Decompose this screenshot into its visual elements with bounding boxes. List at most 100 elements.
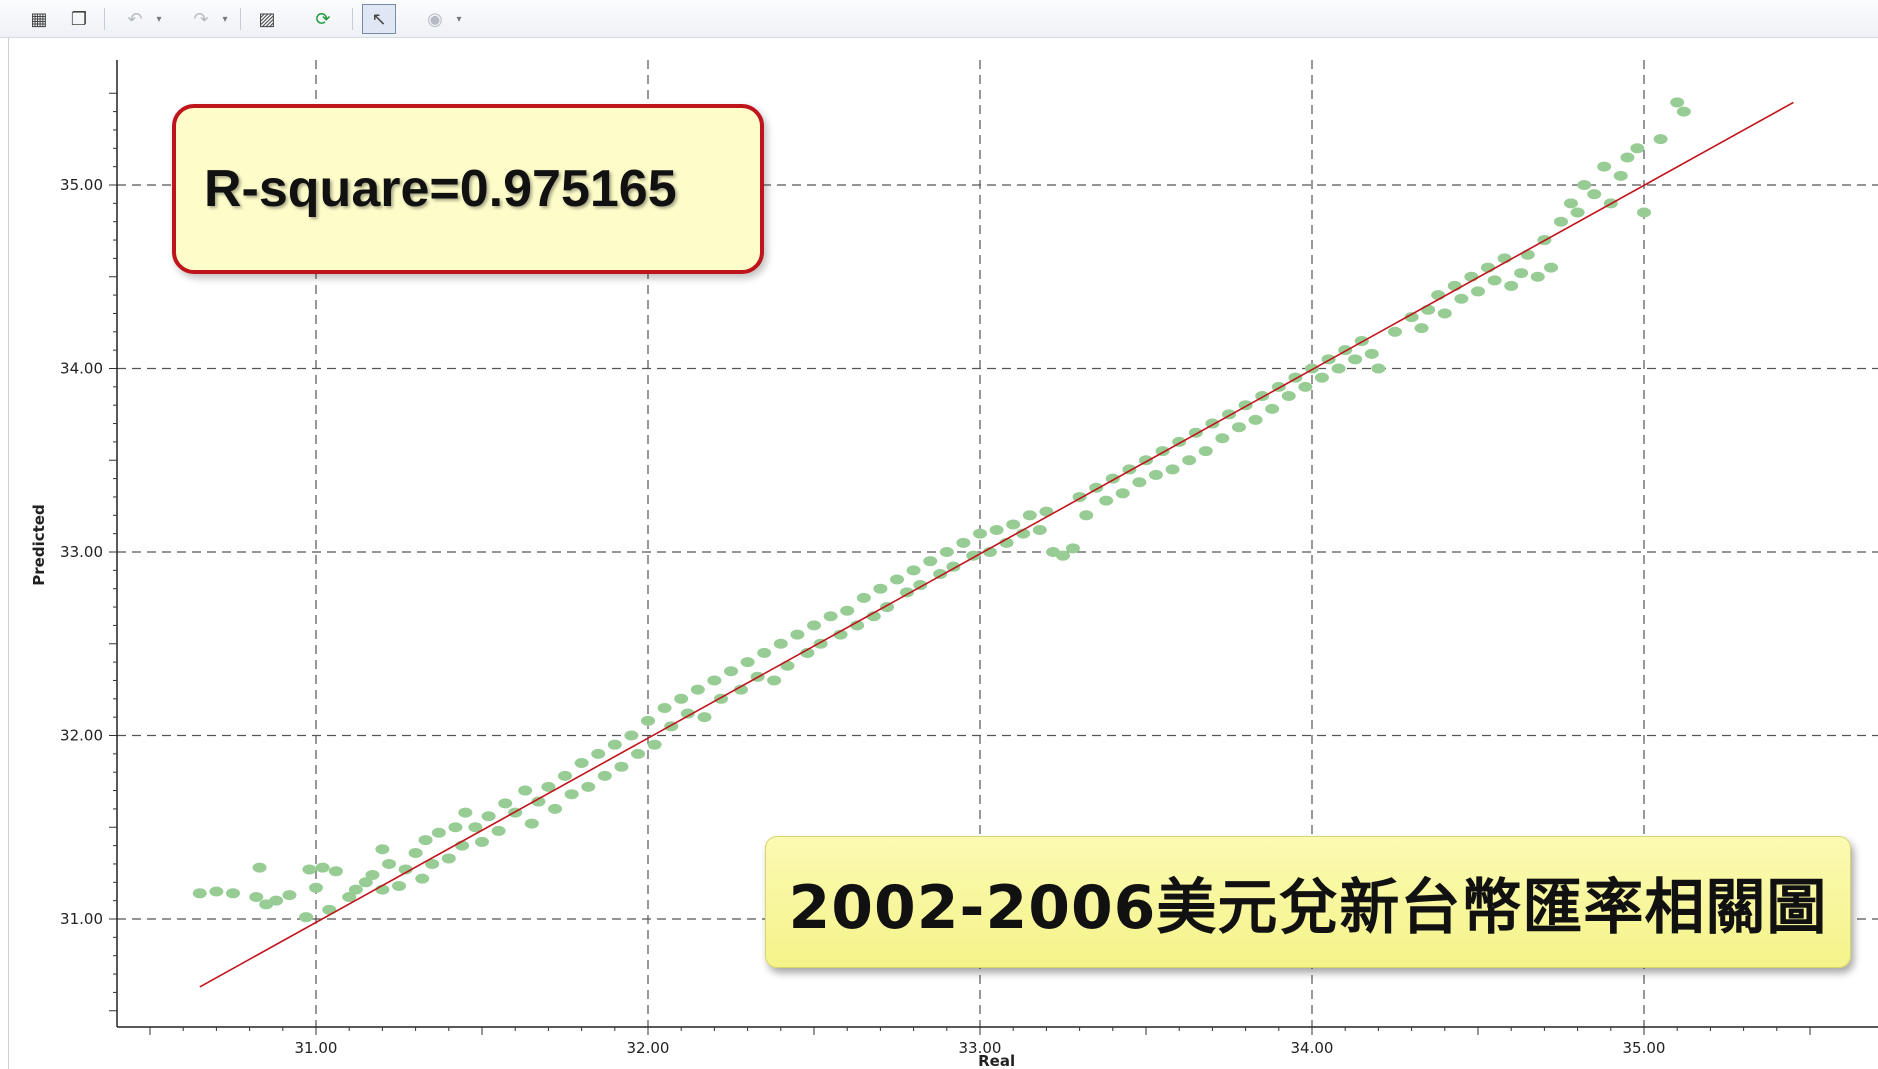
data-point <box>1597 161 1612 172</box>
undo-icon[interactable]: ↶ <box>127 8 143 30</box>
data-point <box>939 547 954 557</box>
data-point <box>1281 391 1296 402</box>
data-point <box>491 825 506 836</box>
data-point <box>647 739 662 750</box>
data-point <box>1676 106 1691 117</box>
data-point <box>923 556 938 567</box>
data-point <box>498 798 513 809</box>
data-point <box>448 822 463 833</box>
data-point <box>431 827 446 838</box>
redo-icon[interactable]: ↷ <box>193 8 209 30</box>
data-point <box>481 811 496 822</box>
data-point <box>1022 510 1037 521</box>
data-point <box>790 629 805 640</box>
data-point <box>1231 422 1246 433</box>
data-point <box>591 748 606 759</box>
data-point <box>1331 363 1346 374</box>
data-point <box>1198 446 1213 457</box>
data-point <box>1471 286 1485 297</box>
data-point <box>524 818 539 829</box>
data-point <box>1039 506 1054 517</box>
data-point <box>767 675 782 686</box>
dropdown-arrow-icon[interactable]: ▾ <box>156 13 162 25</box>
data-point <box>1115 488 1130 499</box>
target-icon[interactable]: ◉ <box>427 8 443 30</box>
data-point <box>358 877 373 888</box>
data-point <box>956 537 971 548</box>
data-point <box>398 864 413 875</box>
data-point <box>933 569 948 580</box>
data-point <box>252 862 267 873</box>
data-point <box>425 858 440 869</box>
data-point <box>1504 280 1519 291</box>
fit-line <box>199 101 1794 988</box>
y-tick-label: 31.00 <box>60 910 103 928</box>
data-point <box>1570 207 1585 218</box>
data-point <box>880 602 895 613</box>
data-point <box>913 580 928 591</box>
data-point <box>1089 482 1104 493</box>
data-point <box>392 880 406 891</box>
data-point <box>946 561 961 572</box>
data-point <box>1487 275 1502 286</box>
data-point <box>1006 519 1021 530</box>
x-tick-label: 34.00 <box>1291 1039 1334 1057</box>
data-point <box>740 657 755 668</box>
data-point <box>1165 464 1180 475</box>
data-point <box>597 770 612 781</box>
data-point <box>1388 326 1402 337</box>
dropdown-arrow-icon[interactable]: ▾ <box>456 13 462 25</box>
data-point <box>607 739 622 750</box>
data-point <box>1099 495 1114 506</box>
data-point <box>1670 97 1685 108</box>
dropdown-arrow-icon[interactable]: ▾ <box>222 13 228 25</box>
data-point <box>375 844 390 855</box>
data-point <box>309 882 323 893</box>
data-point <box>209 886 224 897</box>
data-point <box>382 858 397 869</box>
y-tick-label: 35.00 <box>60 176 103 194</box>
data-point <box>518 785 533 796</box>
data-point <box>1032 524 1047 535</box>
data-point <box>1454 293 1469 304</box>
data-point <box>1514 268 1529 279</box>
data-point <box>866 611 881 622</box>
data-point <box>475 836 489 847</box>
data-point <box>1348 354 1363 365</box>
toolbar-separator <box>104 8 105 30</box>
data-point <box>631 748 646 759</box>
data-point <box>365 869 380 880</box>
x-tick-label: 32.00 <box>627 1039 670 1057</box>
toolbar: ▦ ❐ ↶ ▾ ↷ ▾ ▨ ⟳ ↖ ◉ ▾ <box>0 0 1878 38</box>
data-point <box>873 583 888 594</box>
data-point <box>581 781 596 792</box>
refresh-icon[interactable]: ⟳ <box>315 8 331 30</box>
data-point <box>1371 363 1386 374</box>
export-icon[interactable]: ▦ <box>30 8 48 30</box>
copy-icon[interactable]: ❐ <box>70 8 88 30</box>
data-point <box>1139 455 1153 466</box>
data-point <box>657 702 672 713</box>
chart-title: 2002-2006美元兌新台幣匯率相關圖 <box>788 872 1828 943</box>
data-point <box>418 835 433 846</box>
data-point <box>302 864 317 875</box>
r-square-callout: R-square=0.975165 <box>172 104 764 274</box>
pointer-icon[interactable]: ↖ <box>362 4 396 34</box>
data-point <box>1447 280 1462 291</box>
data-point <box>641 715 655 726</box>
data-point <box>1587 189 1602 200</box>
data-point <box>1577 180 1592 190</box>
chart-settings-icon[interactable]: ▨ <box>258 8 276 30</box>
data-point <box>674 693 689 704</box>
x-tick-label: 33.00 <box>959 1039 1002 1057</box>
plot-frame <box>8 38 1878 1069</box>
data-point <box>548 803 563 814</box>
data-point <box>1072 491 1087 502</box>
data-point <box>299 912 314 923</box>
data-point <box>614 761 629 772</box>
data-point <box>574 758 589 769</box>
data-point <box>757 647 772 658</box>
data-point <box>966 550 981 561</box>
x-axis-label: Real <box>978 1052 1015 1069</box>
